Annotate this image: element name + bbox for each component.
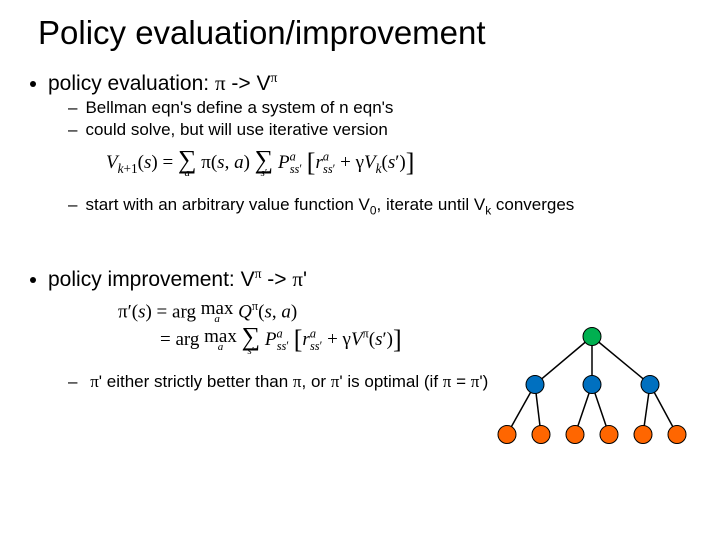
tree-diagram — [495, 322, 690, 452]
text: , iterate until V — [377, 195, 486, 214]
dash-icon: – — [68, 195, 77, 215]
bullet-dot-icon — [30, 277, 36, 283]
pi-symbol: π — [215, 71, 226, 95]
tree-node — [526, 376, 544, 394]
text: ' — [303, 268, 307, 291]
dash-icon: – — [68, 98, 77, 118]
sub-text: π' either strictly better than π, or π' … — [85, 372, 488, 392]
bullet-policy-evaluation: policy evaluation: π -> Vπ — [28, 70, 692, 96]
dash-icon: – — [68, 372, 77, 392]
pi-symbol: π — [293, 372, 302, 391]
bullet-text: policy evaluation: π -> Vπ — [48, 70, 277, 96]
gamma-symbol: γ — [356, 152, 364, 173]
dash-icon: – — [68, 120, 77, 140]
tree-node — [641, 376, 659, 394]
bullet-dot-icon — [30, 81, 36, 87]
text: ') — [479, 372, 488, 391]
pi-superscript: π — [363, 327, 369, 341]
gamma-symbol: γ — [343, 329, 351, 350]
text: ' either strictly better than — [99, 372, 293, 391]
text: , or — [302, 372, 331, 391]
tree-node — [600, 426, 618, 444]
text: start with an arbitrary value function V — [85, 195, 369, 214]
sub-bullet: – start with an arbitrary value function… — [68, 195, 692, 217]
pi-symbol: π — [90, 372, 99, 391]
sub-text: could solve, but will use iterative vers… — [85, 120, 387, 140]
bullet-text: policy improvement: Vπ -> π' — [48, 266, 307, 292]
tree-edge — [535, 337, 592, 385]
bullet-policy-improvement: policy improvement: Vπ -> π' — [28, 266, 692, 292]
tree-node — [583, 328, 601, 346]
slide: Policy evaluation/improvement policy eva… — [0, 0, 720, 540]
text: -> — [261, 268, 292, 291]
sub-bullet: – Bellman eqn's define a system of n eqn… — [68, 98, 692, 118]
tree-node — [532, 426, 550, 444]
tree-node — [583, 376, 601, 394]
equation-bellman-iterate: Vk+1(s) = ∑a π(s, a) ∑s′ Pass′ [rass′ + … — [106, 148, 692, 179]
text: policy improvement: V — [48, 268, 255, 291]
pi-symbol: π — [201, 152, 211, 173]
tree-node — [634, 426, 652, 444]
text: ' is optimal (if — [339, 372, 442, 391]
text: policy evaluation: — [48, 72, 215, 95]
sub-bullet: – could solve, but will use iterative ve… — [68, 120, 692, 140]
pi-symbol: π — [292, 267, 303, 291]
tree-node — [668, 426, 686, 444]
tree-edge — [592, 337, 650, 385]
tree-node — [566, 426, 584, 444]
sub-text: Bellman eqn's define a system of n eqn's — [85, 98, 393, 118]
slide-title: Policy evaluation/improvement — [38, 14, 692, 52]
pi-superscript: π — [270, 70, 277, 85]
text: converges — [491, 195, 574, 214]
text: = — [451, 372, 470, 391]
tree-node — [498, 426, 516, 444]
pi-symbol: π — [118, 301, 128, 322]
pi-superscript: π — [252, 299, 258, 313]
text: -> V — [226, 72, 271, 95]
sub-text: start with an arbitrary value function V… — [85, 195, 574, 217]
